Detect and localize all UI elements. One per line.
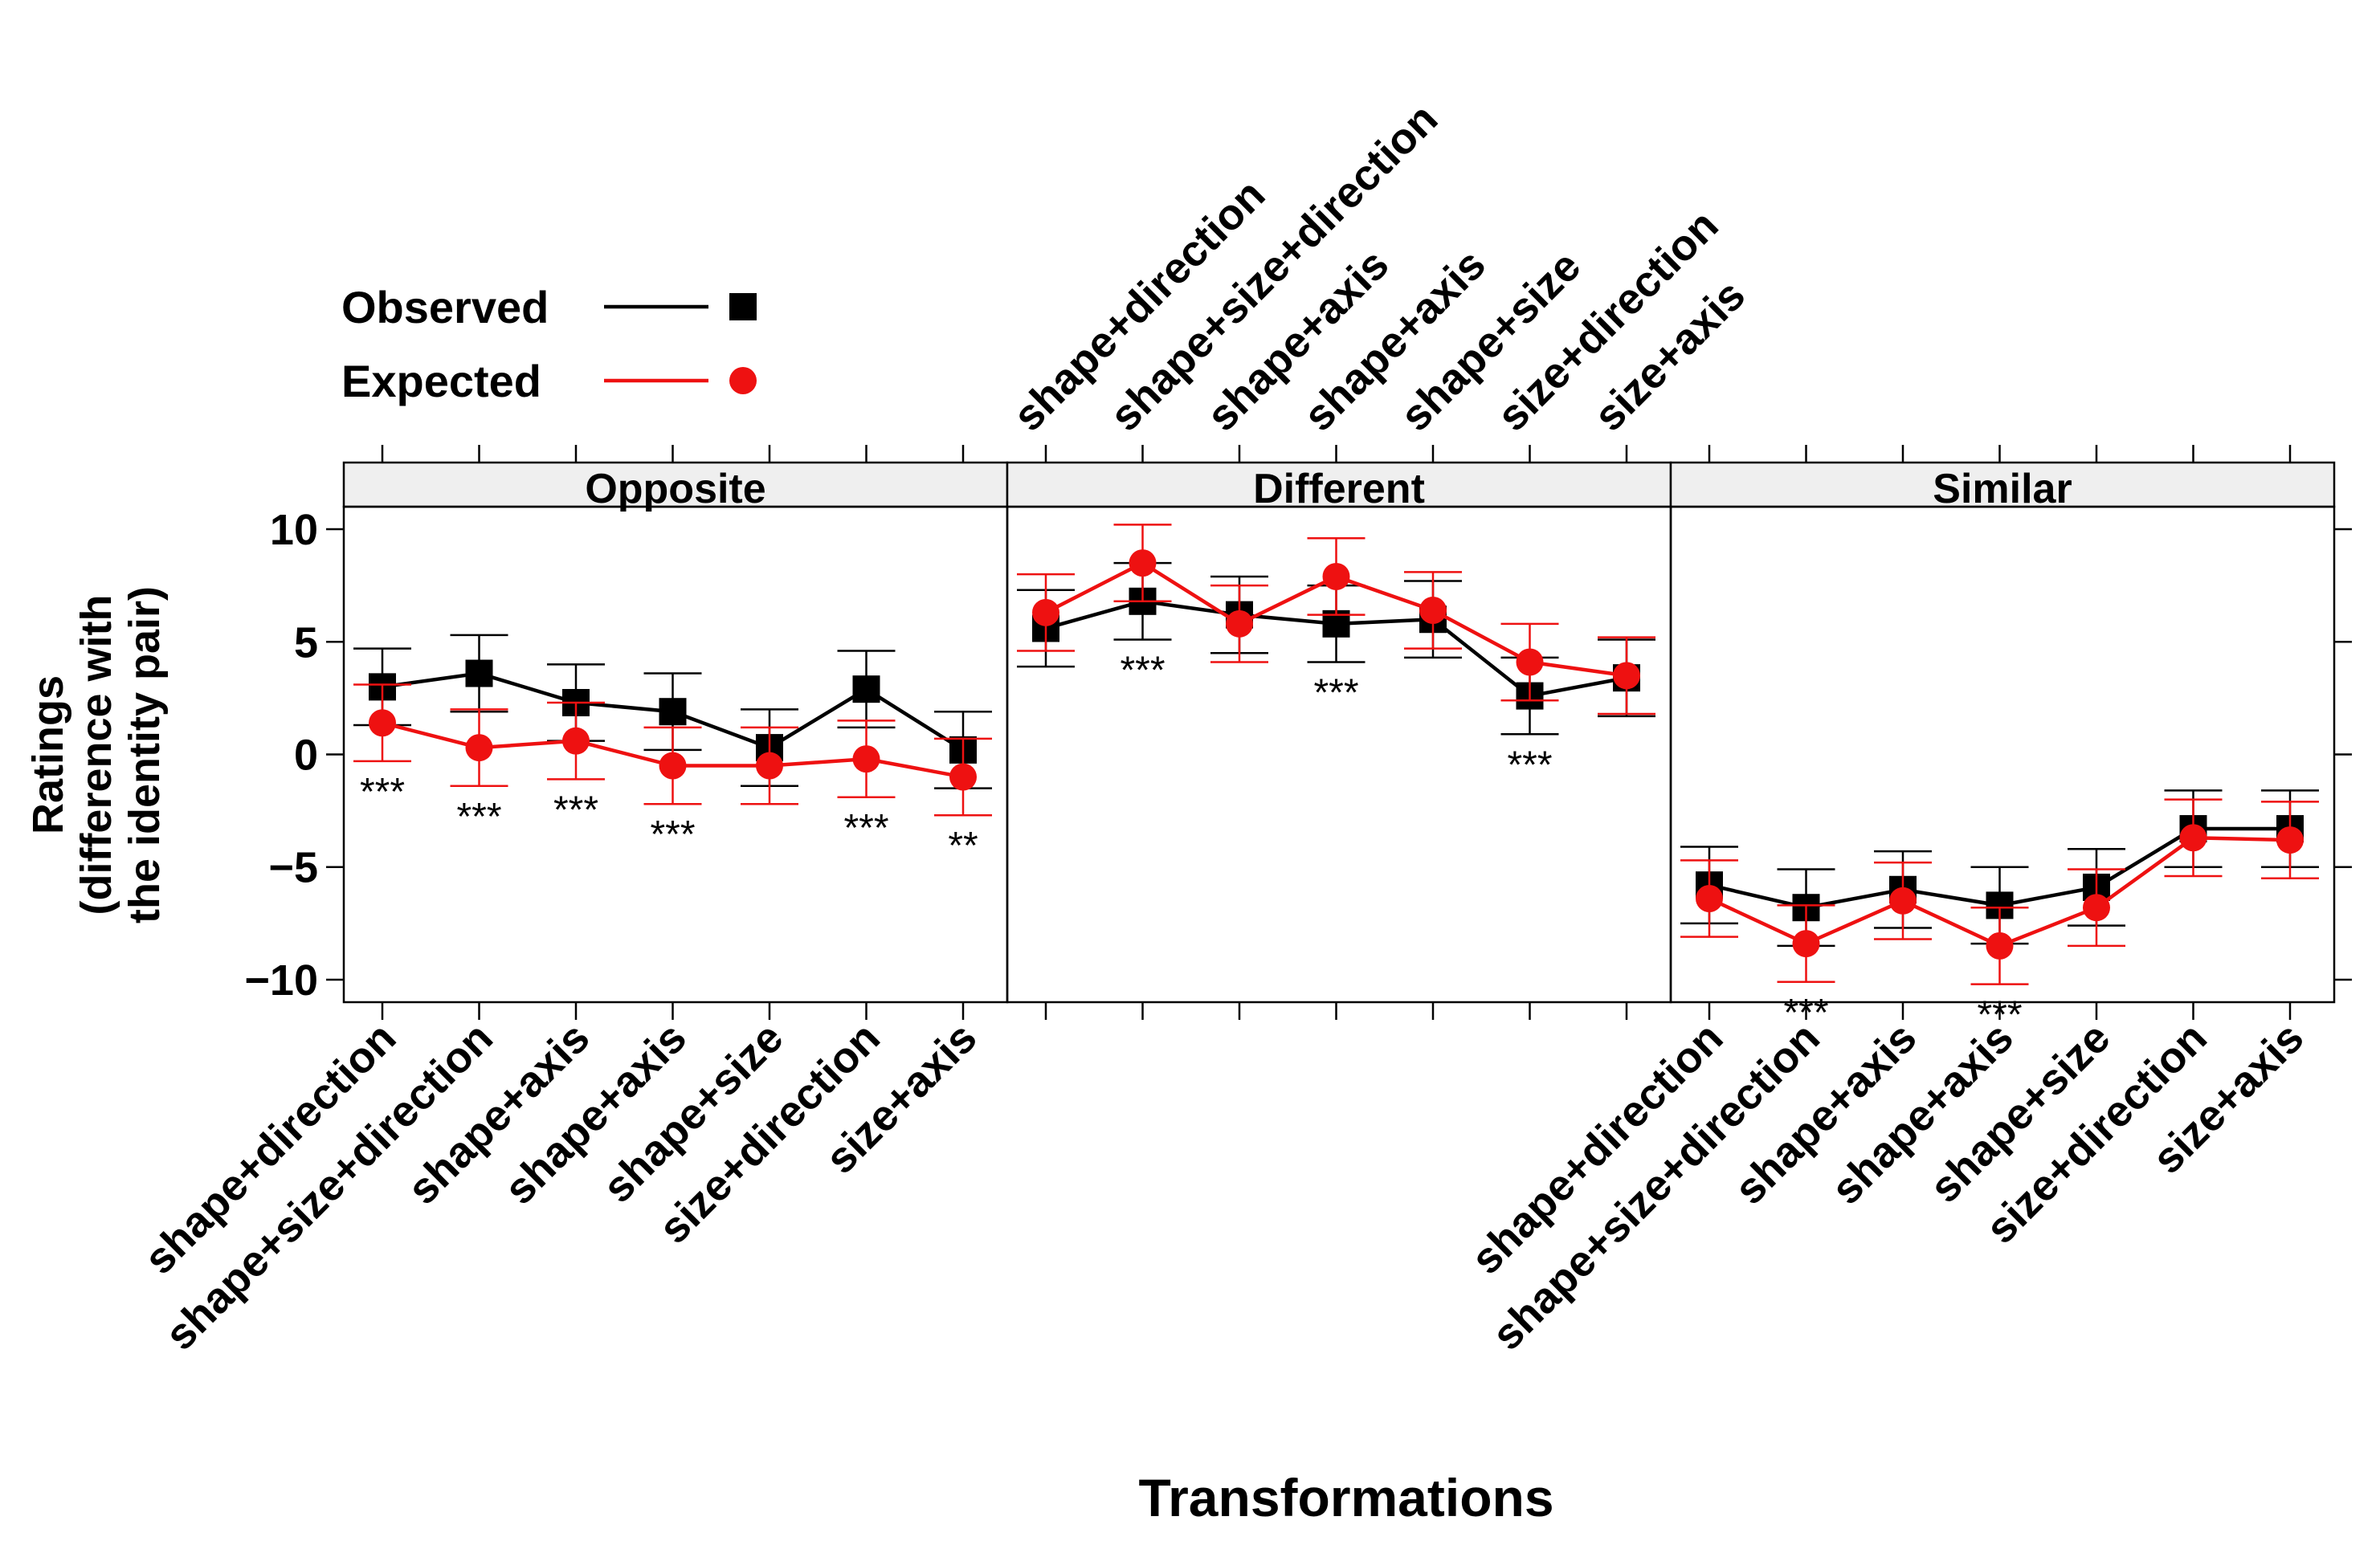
panel-title: Opposite bbox=[585, 466, 765, 512]
significance-label: *** bbox=[360, 771, 405, 813]
y-tick-label: 5 bbox=[294, 618, 318, 667]
expected-point bbox=[2276, 826, 2304, 854]
panels-layer: Opposite Different Similar bbox=[342, 461, 2336, 1004]
ticks-layer: 10 5 0 −5 −10 bbox=[244, 445, 2352, 1020]
expected-point bbox=[1792, 930, 1820, 958]
legend-square-marker bbox=[729, 293, 757, 320]
y-axis-title-line: (difference with bbox=[72, 594, 120, 915]
y-axis-title-line: the identity pair) bbox=[120, 586, 169, 923]
expected-point bbox=[1986, 932, 2014, 960]
significance-label: *** bbox=[1783, 992, 1828, 1034]
expected-point bbox=[756, 752, 783, 780]
expected-point bbox=[1889, 887, 1917, 915]
panel-title: Similar bbox=[1933, 466, 2072, 512]
observed-point bbox=[852, 675, 880, 703]
y-tick-label: −10 bbox=[244, 956, 318, 1005]
expected-point bbox=[1613, 662, 1640, 690]
x-axis-title: Transformations bbox=[1138, 1468, 1553, 1527]
expected-point bbox=[2179, 824, 2207, 852]
y-tick-label: 0 bbox=[294, 732, 318, 780]
expected-point bbox=[562, 727, 590, 755]
expected-point bbox=[1516, 648, 1544, 676]
y-tick-label: −5 bbox=[268, 844, 318, 892]
significance-label: *** bbox=[843, 807, 888, 850]
significance-label: ** bbox=[948, 825, 978, 867]
expected-point bbox=[1032, 598, 1059, 626]
legend: Observed Expected bbox=[341, 282, 757, 406]
strip-opposite bbox=[342, 461, 1009, 508]
expected-point bbox=[659, 752, 687, 780]
expected-point bbox=[852, 745, 880, 773]
legend-label: Observed bbox=[341, 282, 549, 332]
legend-circle-marker bbox=[729, 367, 757, 394]
expected-point bbox=[1322, 562, 1350, 590]
strip-similar bbox=[1669, 461, 2336, 508]
significance-label: *** bbox=[1313, 672, 1358, 715]
significance-label: *** bbox=[1977, 994, 2022, 1037]
expected-point bbox=[1129, 549, 1157, 577]
series-layer bbox=[353, 524, 2319, 985]
significance-label: *** bbox=[1507, 744, 1552, 786]
y-tick-label: 10 bbox=[270, 506, 318, 554]
observed-point bbox=[659, 698, 687, 726]
expected-point bbox=[949, 763, 977, 791]
y-axis-title-line: Ratings bbox=[24, 675, 72, 834]
significance-label: *** bbox=[456, 796, 501, 838]
legend-label: Expected bbox=[341, 356, 541, 406]
significance-label: *** bbox=[553, 789, 598, 831]
expected-point bbox=[1226, 609, 1253, 638]
expected-point bbox=[465, 734, 493, 762]
expected-point bbox=[1696, 884, 1723, 912]
panel-title: Different bbox=[1253, 466, 1425, 512]
expected-point bbox=[1419, 597, 1447, 625]
expected-point bbox=[369, 709, 396, 737]
significance-label: *** bbox=[1120, 649, 1165, 691]
expected-point bbox=[2083, 894, 2110, 922]
observed-point bbox=[465, 659, 493, 687]
significance-label: *** bbox=[650, 813, 695, 856]
